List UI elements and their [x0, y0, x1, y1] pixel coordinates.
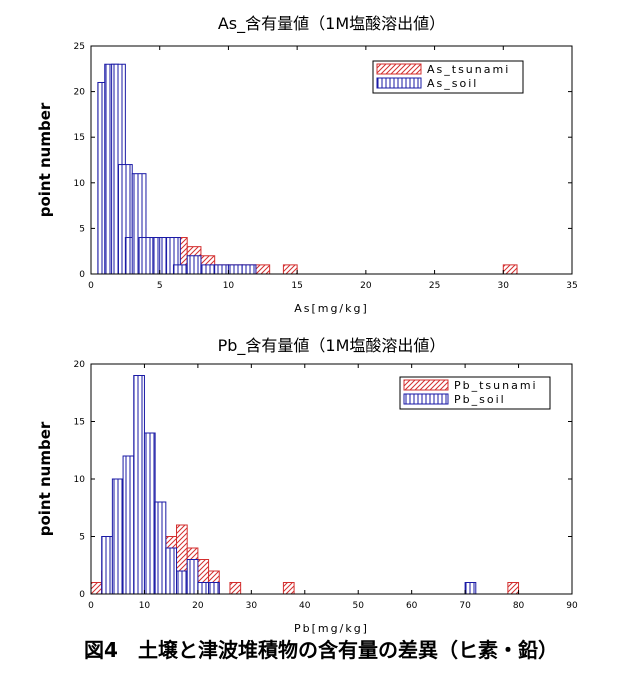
x-tick-label: 35 [566, 281, 577, 291]
x-tick-label: 0 [88, 281, 94, 291]
x-axis-label: Pb[mg/kg] [294, 622, 369, 635]
legend-label: Pb_soil [454, 393, 506, 406]
plot-frame [90, 45, 573, 275]
pb-tsunami-bar [507, 582, 520, 595]
x-tick-label: 70 [459, 601, 471, 611]
x-tick-label: 30 [246, 601, 258, 611]
y-tick-label: 25 [74, 42, 85, 52]
as-tsunami-bar [502, 264, 518, 275]
as-tsunami-bar [282, 264, 298, 275]
pb-soil-bar [111, 478, 124, 595]
figure-caption: 図4 土壌と津波堆積物の含有量の差異（ヒ素・鉛） [84, 638, 558, 662]
x-tick-label: 5 [157, 281, 163, 291]
y-axis-label: point number [36, 102, 54, 217]
y-tick-label: 0 [79, 270, 85, 280]
x-tick-label: 20 [360, 281, 372, 291]
legend-swatch [376, 77, 422, 89]
x-tick-label: 20 [192, 601, 204, 611]
legend-label: Pb_tsunami [454, 379, 538, 392]
y-tick-label: 15 [74, 133, 85, 143]
legend-swatch [376, 63, 422, 75]
y-tick-label: 15 [74, 418, 85, 428]
pb-soil-bar [176, 570, 188, 595]
legend-swatch [403, 379, 449, 391]
legend-swatch [403, 393, 449, 405]
as-histogram: As_含有量値（1M塩酸溶出値） 0 5 10 15 20 25 30 35 0 5 10 15 20 25… [36, 14, 578, 315]
as-soil-bar [227, 264, 243, 275]
y-tick-label: 0 [79, 590, 85, 600]
x-tick-label: 10 [139, 601, 151, 611]
x-tick-label: 25 [429, 281, 440, 291]
as-soil-bar [241, 264, 257, 275]
pb-soil-bar [186, 559, 199, 595]
y-tick-label: 10 [74, 475, 86, 485]
legend-label: As_tsunami [427, 63, 510, 76]
x-tick-label: 80 [513, 601, 525, 611]
y-tick-label: 10 [74, 179, 86, 189]
chart-title: Pb_含有量値（1M塩酸溶出値） [218, 336, 446, 356]
pb-soil-bar [122, 455, 135, 595]
x-tick-label: 40 [299, 601, 311, 611]
pb-tsunami-bar [282, 582, 295, 595]
pb-soil-bar [143, 432, 156, 595]
pb-soil-bar [101, 536, 113, 595]
y-tick-label: 5 [79, 533, 85, 543]
x-tick-label: 60 [406, 601, 418, 611]
x-tick-label: 0 [88, 601, 94, 611]
y-tick-label: 20 [74, 360, 86, 370]
x-tick-label: 10 [223, 281, 235, 291]
x-tick-label: 50 [352, 601, 364, 611]
as-soil-bar [186, 255, 202, 275]
as-soil-bar [172, 264, 188, 275]
chart-title: As_含有量値（1M塩酸溶出値） [218, 14, 445, 34]
x-axis-label: As[mg/kg] [294, 302, 369, 315]
x-tick-label: 90 [566, 601, 578, 611]
pb-tsunami-bar [229, 582, 242, 595]
y-tick-label: 20 [74, 88, 86, 98]
as-tsunami-bar [255, 264, 271, 275]
legend-label: As_soil [427, 77, 478, 90]
pb-tsunami-bar [90, 582, 103, 595]
pb-soil-bar [197, 582, 210, 595]
pb-soil-bar [165, 547, 178, 595]
y-tick-label: 5 [79, 224, 85, 234]
x-tick-label: 15 [291, 281, 302, 291]
y-axis-label: point number [36, 421, 54, 536]
pb-soil-bar [133, 375, 145, 595]
pb-soil-bar [154, 501, 167, 595]
pb-soil-bar [208, 582, 220, 595]
pb-histogram: Pb_含有量値（1M塩酸溶出値） 0 10 20 30 40 50 60 70 80 90 0 5 10 1… [36, 336, 578, 635]
as-soil-bar [214, 264, 229, 275]
pb-soil-bar [464, 582, 477, 595]
as-soil-bar [200, 264, 216, 275]
x-tick-label: 30 [498, 281, 510, 291]
